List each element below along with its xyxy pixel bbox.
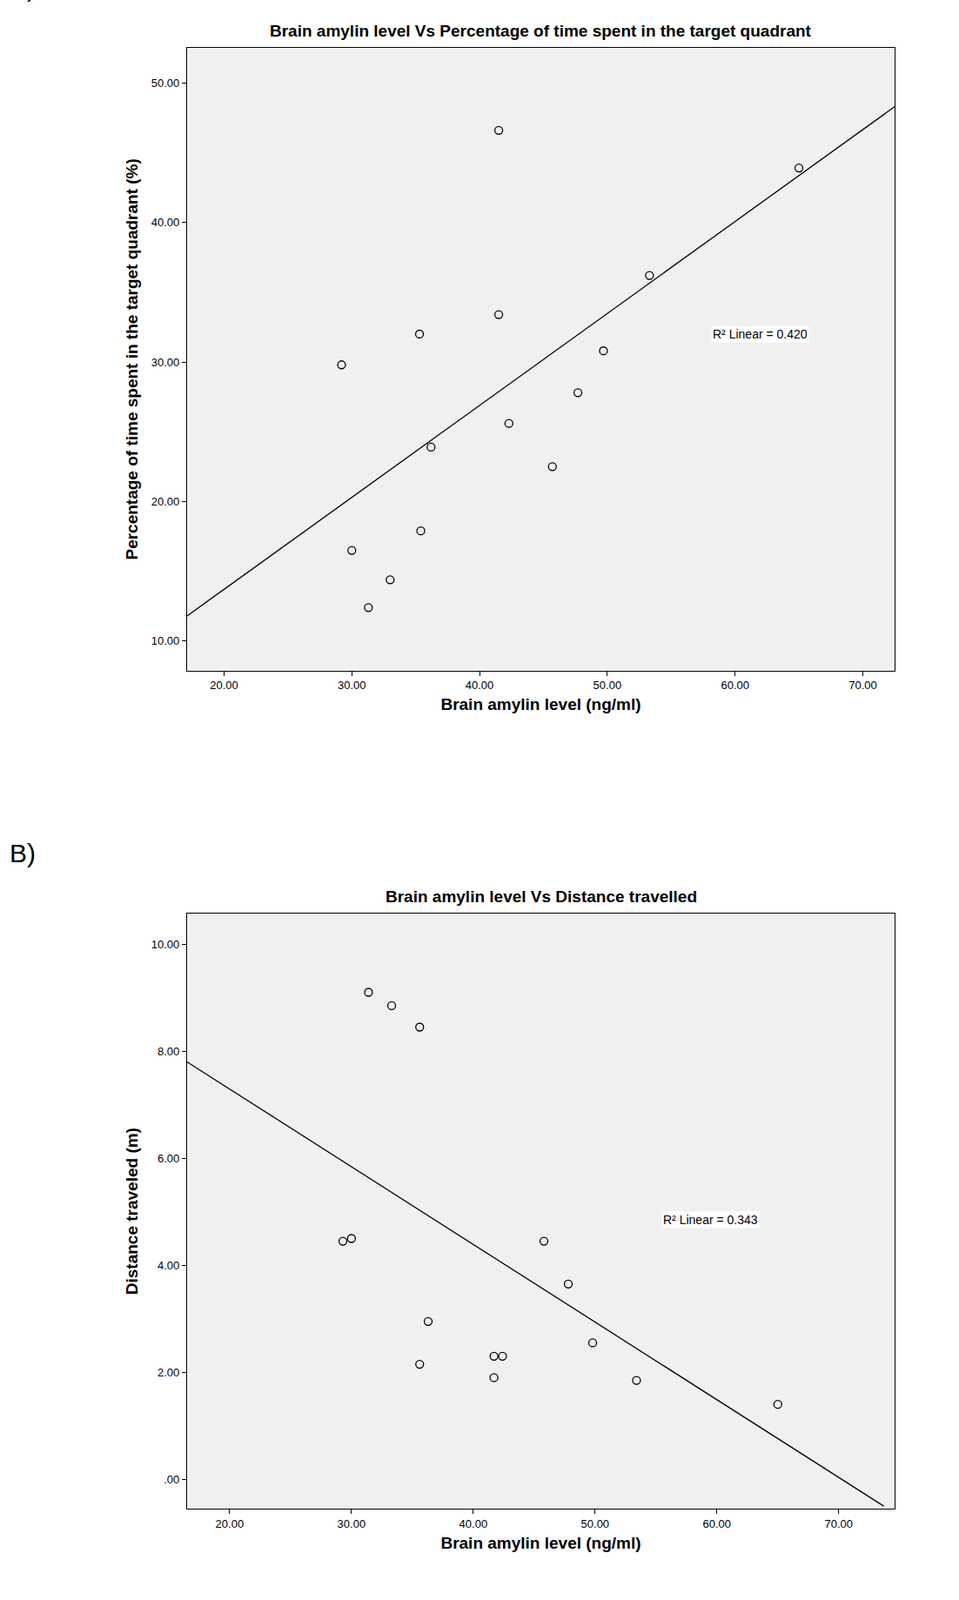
svg-text:50.00: 50.00 xyxy=(593,678,623,692)
svg-text:4.00: 4.00 xyxy=(157,1259,180,1273)
svg-text:60.00: 60.00 xyxy=(703,1517,732,1531)
svg-text:10.00: 10.00 xyxy=(151,634,181,648)
svg-text:Percentage of time spent in th: Percentage of time spent in the target q… xyxy=(122,158,141,560)
svg-text:40.00: 40.00 xyxy=(459,1517,489,1531)
svg-text:20.00: 20.00 xyxy=(215,1517,245,1531)
svg-text:20.00: 20.00 xyxy=(209,678,239,692)
svg-text:6.00: 6.00 xyxy=(157,1152,180,1166)
svg-text:20.00: 20.00 xyxy=(151,495,181,509)
svg-text:30.00: 30.00 xyxy=(337,678,367,692)
svg-text:.00: .00 xyxy=(163,1473,180,1487)
svg-text:R² Linear = 0.420: R² Linear = 0.420 xyxy=(712,327,808,342)
svg-text:Brain amylin level (ng/ml): Brain amylin level (ng/ml) xyxy=(440,1534,641,1553)
svg-text:B): B) xyxy=(9,838,36,868)
svg-text:40.00: 40.00 xyxy=(151,215,181,229)
svg-text:2.00: 2.00 xyxy=(157,1366,180,1380)
svg-text:Brain amylin level Vs Distance: Brain amylin level Vs Distance travelled xyxy=(385,887,698,906)
svg-text:30.00: 30.00 xyxy=(337,1517,367,1531)
svg-text:R² Linear = 0.343: R² Linear = 0.343 xyxy=(663,1213,758,1228)
svg-text:50.00: 50.00 xyxy=(581,1517,611,1531)
svg-text:30.00: 30.00 xyxy=(151,355,181,369)
svg-text:10.00: 10.00 xyxy=(151,938,181,952)
svg-text:40.00: 40.00 xyxy=(465,678,495,692)
svg-text:Brain amylin level (ng/ml): Brain amylin level (ng/ml) xyxy=(440,695,641,714)
svg-text:8.00: 8.00 xyxy=(157,1045,180,1059)
svg-text:Brain amylin level Vs Percenta: Brain amylin level Vs Percentage of time… xyxy=(269,21,812,41)
svg-text:Distance traveled (m): Distance traveled (m) xyxy=(122,1127,141,1295)
svg-text:50.00: 50.00 xyxy=(151,76,181,90)
svg-text:70.00: 70.00 xyxy=(848,678,878,692)
svg-text:A): A) xyxy=(9,0,36,2)
svg-text:70.00: 70.00 xyxy=(824,1517,854,1531)
svg-text:60.00: 60.00 xyxy=(720,678,750,692)
